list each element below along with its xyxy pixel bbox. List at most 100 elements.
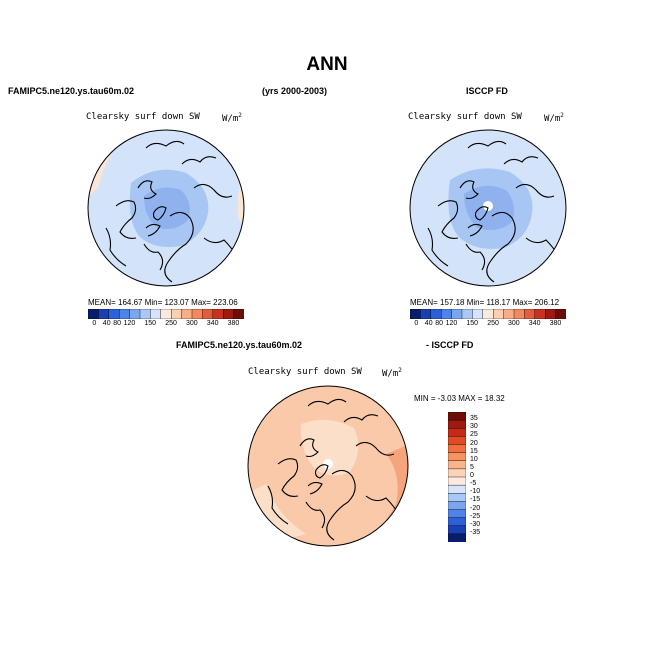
colorbar-tick-label: -10: [470, 488, 481, 496]
colorbar-swatch: [448, 428, 466, 437]
colorbar-tick-label: 0: [92, 320, 97, 327]
colorbar-swatch: [555, 309, 566, 319]
colorbar-swatch: [108, 309, 120, 319]
colorbar-swatch: [451, 309, 463, 319]
colorbar-tick-label: 15: [470, 447, 478, 455]
colorbar-swatch: [448, 517, 466, 527]
colorbar-swatch: [448, 525, 466, 535]
figure-title: ANN: [306, 54, 348, 75]
colorbar-tick-label: 0: [414, 320, 419, 327]
colorbar-tick-label: -5: [470, 480, 477, 488]
colorbar-swatch: [544, 309, 557, 319]
diff-stats: MIN = -3.03 MAX = 18.32: [414, 394, 505, 403]
colorbar-swatch: [222, 309, 235, 319]
obs-stats: MEAN= 157.18 Min= 118.17 Max= 206.12: [410, 298, 560, 307]
colorbar-swatch: [482, 309, 494, 319]
colorbar-swatch: [448, 468, 466, 478]
left-header: FAMIPC5.ne120.ys.tau60m.02: [8, 86, 135, 96]
colorbar-tick-label: 150: [144, 320, 157, 327]
map-boundary: [409, 129, 567, 287]
colorbar-tick-label: -35: [470, 528, 481, 536]
colorbar-swatch: [420, 309, 432, 319]
colorbar-swatch: [410, 309, 421, 319]
colorbar-tick-label: 380: [549, 320, 562, 327]
colorbar-swatch: [448, 493, 466, 502]
colorbar-tick-label: 120: [445, 320, 458, 327]
diff-colorbar: [448, 412, 466, 542]
obs-map: [409, 129, 567, 287]
diff-map: [247, 385, 409, 547]
diff-panel-title: Clearsky surf down SW: [248, 367, 362, 377]
colorbar-tick-label: 30: [470, 423, 478, 431]
obs-panel-units: W/m2: [544, 112, 564, 124]
colorbar-swatch: [233, 309, 244, 319]
bottom-right-header: - ISCCP FD: [426, 340, 474, 350]
colorbar-tick-label: 25: [470, 431, 478, 439]
colorbar-tick-label: 250: [487, 320, 499, 327]
coastlines: [427, 140, 561, 283]
colorbar-swatch: [503, 309, 515, 319]
colorbar-tick-label: 300: [508, 320, 520, 327]
model-colorbar: [88, 309, 244, 319]
colorbar-tick-label: 5: [470, 463, 474, 471]
colorbar-swatch: [448, 509, 466, 519]
colorbar-tick-label: 0: [470, 472, 474, 479]
model-map: [87, 129, 245, 287]
colorbar-tick-label: 10: [470, 455, 478, 463]
map-boundary: [87, 129, 245, 287]
colorbar-swatch: [524, 309, 536, 319]
colorbar-swatch: [472, 309, 484, 319]
diff-panel-units: W/m2: [382, 367, 402, 379]
colorbar-tick-label: -15: [470, 496, 481, 504]
diff-colorbar-labels: 35 30 25 20 15 10 5 0 -5 -10 -15 -20 -25 -30 -35: [470, 412, 510, 542]
colorbar-tick-label: 340: [528, 320, 541, 327]
map-warm-edge: [237, 168, 244, 228]
colorbar-swatch: [448, 444, 466, 454]
colorbar-tick-label: 340: [206, 320, 219, 327]
colorbar-swatch: [98, 309, 110, 319]
colorbar-swatch: [181, 309, 193, 319]
model-stats: MEAN= 164.67 Min= 123.07 Max= 223.06: [88, 298, 238, 307]
colorbar-tick-label: 120: [123, 320, 136, 327]
colorbar-swatch: [202, 309, 214, 319]
right-header: ISCCP FD: [466, 86, 508, 96]
colorbar-tick-label: 40: [424, 320, 433, 327]
colorbar-swatch: [448, 412, 466, 421]
colorbar-tick-label: 380: [227, 320, 240, 327]
colorbar-swatch: [430, 309, 442, 319]
colorbar-tick-label: 150: [466, 320, 479, 327]
colorbar-swatch: [119, 309, 131, 319]
colorbar-swatch: [191, 309, 203, 319]
colorbar-swatch: [534, 309, 546, 319]
colorbar-swatch: [448, 484, 466, 494]
map-weak-region: [300, 419, 359, 476]
center-header: (yrs 2000-2003): [262, 86, 328, 96]
colorbar-swatch: [441, 309, 453, 319]
model-panel-title: Clearsky surf down SW: [86, 112, 200, 122]
colorbar-swatch: [448, 436, 466, 446]
colorbar-swatch: [160, 309, 172, 319]
colorbar-tick-label: 80: [113, 320, 121, 327]
map-boundary: [247, 385, 409, 547]
colorbar-swatch: [513, 309, 525, 319]
obs-colorbar: [410, 309, 566, 319]
colorbar-tick-label: 40: [102, 320, 111, 327]
colorbar-swatch: [212, 309, 224, 319]
colorbar-swatch: [448, 460, 466, 470]
model-panel-units: W/m2: [222, 112, 242, 124]
coastlines: [267, 398, 401, 541]
colorbar-swatch: [170, 309, 183, 319]
colorbar-swatch: [88, 309, 99, 319]
missing-data-pole: [323, 459, 333, 469]
colorbar-tick-label: 300: [186, 320, 198, 327]
colorbar-tick-label: 20: [470, 439, 478, 447]
bottom-left-header: FAMIPC5.ne120.ys.tau60m.02: [176, 340, 303, 350]
colorbar-tick-label: -30: [470, 520, 481, 528]
missing-data-pole: [483, 201, 493, 211]
colorbar-tick-label: 80: [435, 320, 443, 327]
colorbar-tick-label: 250: [165, 320, 177, 327]
colorbar-swatch: [150, 309, 162, 319]
colorbar-swatch: [139, 309, 151, 319]
obs-colorbar-labels: 0 40 80 120 150 250 300 340 380: [410, 320, 570, 330]
colorbar-swatch: [448, 476, 466, 486]
